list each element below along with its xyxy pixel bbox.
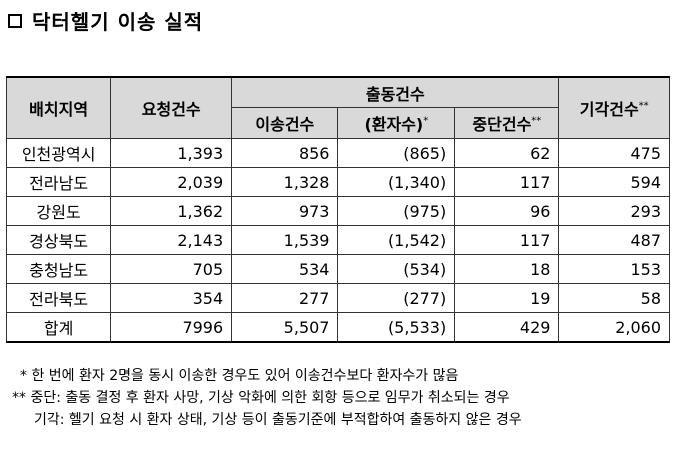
footnote-rejected: 기각: 헬기 요청 시 환자 상태, 기상 등이 출동기준에 부적합하여 출동하… — [34, 412, 522, 428]
cell-patients: (5,533) — [337, 312, 456, 343]
cell-transport: 1,328 — [231, 167, 339, 197]
page-heading: 닥터헬기 이송 실적 — [8, 6, 203, 35]
footnote-patients: * 한 번에 환자 2명을 동시 이송한 경우도 있어 이송건수보다 환자수가 … — [20, 368, 459, 384]
header-requests: 요청건수 — [110, 76, 233, 139]
cell-stopped: 117 — [454, 167, 560, 197]
header-rejected: 기각건수** — [558, 76, 670, 139]
cell-stopped: 117 — [454, 225, 560, 255]
cell-region: 경상북도 — [5, 225, 112, 255]
cell-stopped: 429 — [454, 312, 560, 343]
cell-requests: 7996 — [110, 312, 233, 343]
cell-region: 인천광역시 — [5, 138, 112, 168]
cell-transport: 856 — [231, 138, 339, 168]
cell-rejected: 153 — [558, 254, 670, 284]
header-dispatch-group: 출동건수 — [231, 76, 560, 108]
header-region: 배치지역 — [5, 76, 112, 139]
cell-transport: 973 — [231, 196, 339, 226]
cell-requests: 705 — [110, 254, 233, 284]
page-title: 닥터헬기 이송 실적 — [32, 10, 204, 34]
cell-region: 전라북도 — [5, 283, 112, 313]
cell-rejected: 487 — [558, 225, 670, 255]
table-row: 충청남도 705 534 (534) 18 153 — [5, 254, 670, 284]
cell-region: 충청남도 — [5, 254, 112, 284]
cell-stopped: 19 — [454, 283, 560, 313]
cell-rejected: 475 — [558, 138, 670, 168]
header-stopped: 중단건수** — [454, 107, 560, 139]
table-row: 인천광역시 1,393 856 (865) 62 475 — [5, 138, 670, 168]
cell-region: 전라남도 — [5, 167, 112, 197]
cell-stopped: 96 — [454, 196, 560, 226]
cell-patients: (534) — [337, 254, 456, 284]
cell-rejected: 2,060 — [558, 312, 670, 343]
cell-rejected: 293 — [558, 196, 670, 226]
cell-rejected: 594 — [558, 167, 670, 197]
header-transport: 이송건수 — [231, 107, 339, 139]
cell-transport: 534 — [231, 254, 339, 284]
footnote-stopped: ** 중단: 출동 결정 후 환자 사망, 기상 악화에 의한 회항 등으로 임… — [12, 390, 510, 406]
cell-stopped: 18 — [454, 254, 560, 284]
cell-requests: 2,143 — [110, 225, 233, 255]
header-patients: (환자수)* — [337, 107, 456, 139]
footnotes: * 한 번에 환자 2명을 동시 이송한 경우도 있어 이송건수보다 환자수가 … — [12, 365, 522, 431]
cell-transport: 1,539 — [231, 225, 339, 255]
cell-requests: 354 — [110, 283, 233, 313]
cell-patients: (1,340) — [337, 167, 456, 197]
cell-patients: (865) — [337, 138, 456, 168]
cell-patients: (1,542) — [337, 225, 456, 255]
cell-transport: 5,507 — [231, 312, 339, 343]
table-row: 강원도 1,362 973 (975) 96 293 — [5, 196, 670, 226]
cell-requests: 1,362 — [110, 196, 233, 226]
square-bullet-icon — [8, 13, 22, 28]
table-row: 전라남도 2,039 1,328 (1,340) 117 594 — [5, 167, 670, 197]
cell-region: 합계 — [5, 312, 112, 343]
cell-stopped: 62 — [454, 138, 560, 168]
table-row: 전라북도 354 277 (277) 19 58 — [5, 283, 670, 313]
cell-rejected: 58 — [558, 283, 670, 313]
table-row: 경상북도 2,143 1,539 (1,542) 117 487 — [5, 225, 670, 255]
cell-requests: 1,393 — [110, 138, 233, 168]
cell-patients: (277) — [337, 283, 456, 313]
cell-region: 강원도 — [5, 196, 112, 226]
cell-transport: 277 — [231, 283, 339, 313]
table-row-total: 합계 7996 5,507 (5,533) 429 2,060 — [5, 312, 670, 343]
cell-patients: (975) — [337, 196, 456, 226]
transport-table: 배치지역 요청건수 출동건수 기각건수** 이송건수 (환자수)* 중단건수**… — [5, 76, 670, 343]
cell-requests: 2,039 — [110, 167, 233, 197]
